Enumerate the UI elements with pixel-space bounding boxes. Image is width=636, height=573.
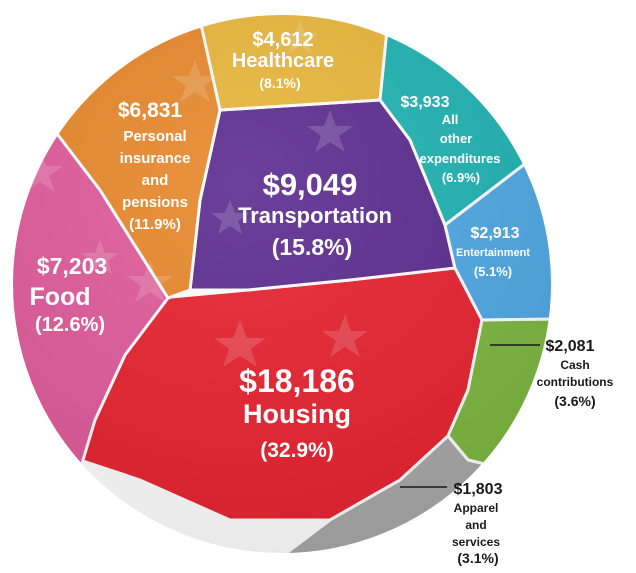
personal-insurance-name-line4: pensions	[122, 194, 188, 211]
food-value: $7,203	[37, 253, 107, 279]
personal-insurance-percent: (11.9%)	[129, 216, 181, 233]
label-apparel: $1,803 Apparel and services (3.1%)	[452, 481, 503, 566]
cash-name-line1: Cash	[560, 358, 589, 372]
housing-percent: (32.9%)	[260, 439, 334, 462]
cash-percent: (3.6%)	[554, 393, 595, 409]
label-personal-insurance: $6,831 Personal insurance and pensions (…	[118, 99, 191, 233]
cash-name-line2: contributions	[537, 375, 614, 389]
personal-insurance-name-line3: and	[142, 172, 169, 189]
all-other-name-line3: expenditures	[420, 151, 501, 166]
apparel-name-line1: Apparel	[454, 501, 499, 515]
transportation-percent: (15.8%)	[272, 234, 353, 260]
entertainment-name: Entertainment	[456, 247, 530, 259]
cash-value: $2,081	[546, 338, 595, 355]
all-other-name-line1: All	[442, 112, 459, 127]
healthcare-value: $4,612	[252, 29, 313, 51]
housing-name: Housing	[243, 399, 351, 429]
entertainment-percent: (5.1%)	[474, 264, 512, 279]
label-healthcare: $4,612 Healthcare (8.1%)	[232, 29, 334, 91]
apparel-value: $1,803	[454, 481, 503, 498]
apparel-name-line3: services	[452, 535, 500, 549]
label-food: $7,203 Food (12.6%)	[29, 253, 107, 336]
label-cash-contributions: $2,081 Cash contributions (3.6%)	[537, 338, 614, 409]
label-transportation: $9,049 Transportation (15.8%)	[238, 167, 392, 260]
all-other-name-line2: other	[440, 131, 473, 146]
healthcare-name: Healthcare	[232, 50, 334, 72]
transportation-name: Transportation	[238, 203, 392, 228]
transportation-value: $9,049	[263, 167, 358, 202]
apparel-percent: (3.1%)	[457, 550, 498, 566]
personal-insurance-name-line1: Personal	[123, 128, 186, 145]
personal-insurance-value: $6,831	[118, 99, 183, 122]
label-housing: $18,186 Housing (32.9%)	[239, 363, 355, 462]
all-other-percent: (6.9%)	[442, 170, 480, 185]
food-percent: (12.6%)	[35, 314, 105, 336]
healthcare-percent: (8.1%)	[259, 75, 300, 91]
all-other-value: $3,933	[401, 94, 450, 111]
label-all-other: $3,933 All other expenditures (6.9%)	[401, 94, 501, 185]
housing-value: $18,186	[239, 363, 355, 399]
food-name: Food	[29, 283, 90, 311]
apparel-name-line2: and	[465, 518, 486, 532]
label-entertainment: $2,913 Entertainment (5.1%)	[456, 225, 530, 279]
entertainment-value: $2,913	[471, 225, 520, 242]
personal-insurance-name-line2: insurance	[120, 150, 191, 167]
